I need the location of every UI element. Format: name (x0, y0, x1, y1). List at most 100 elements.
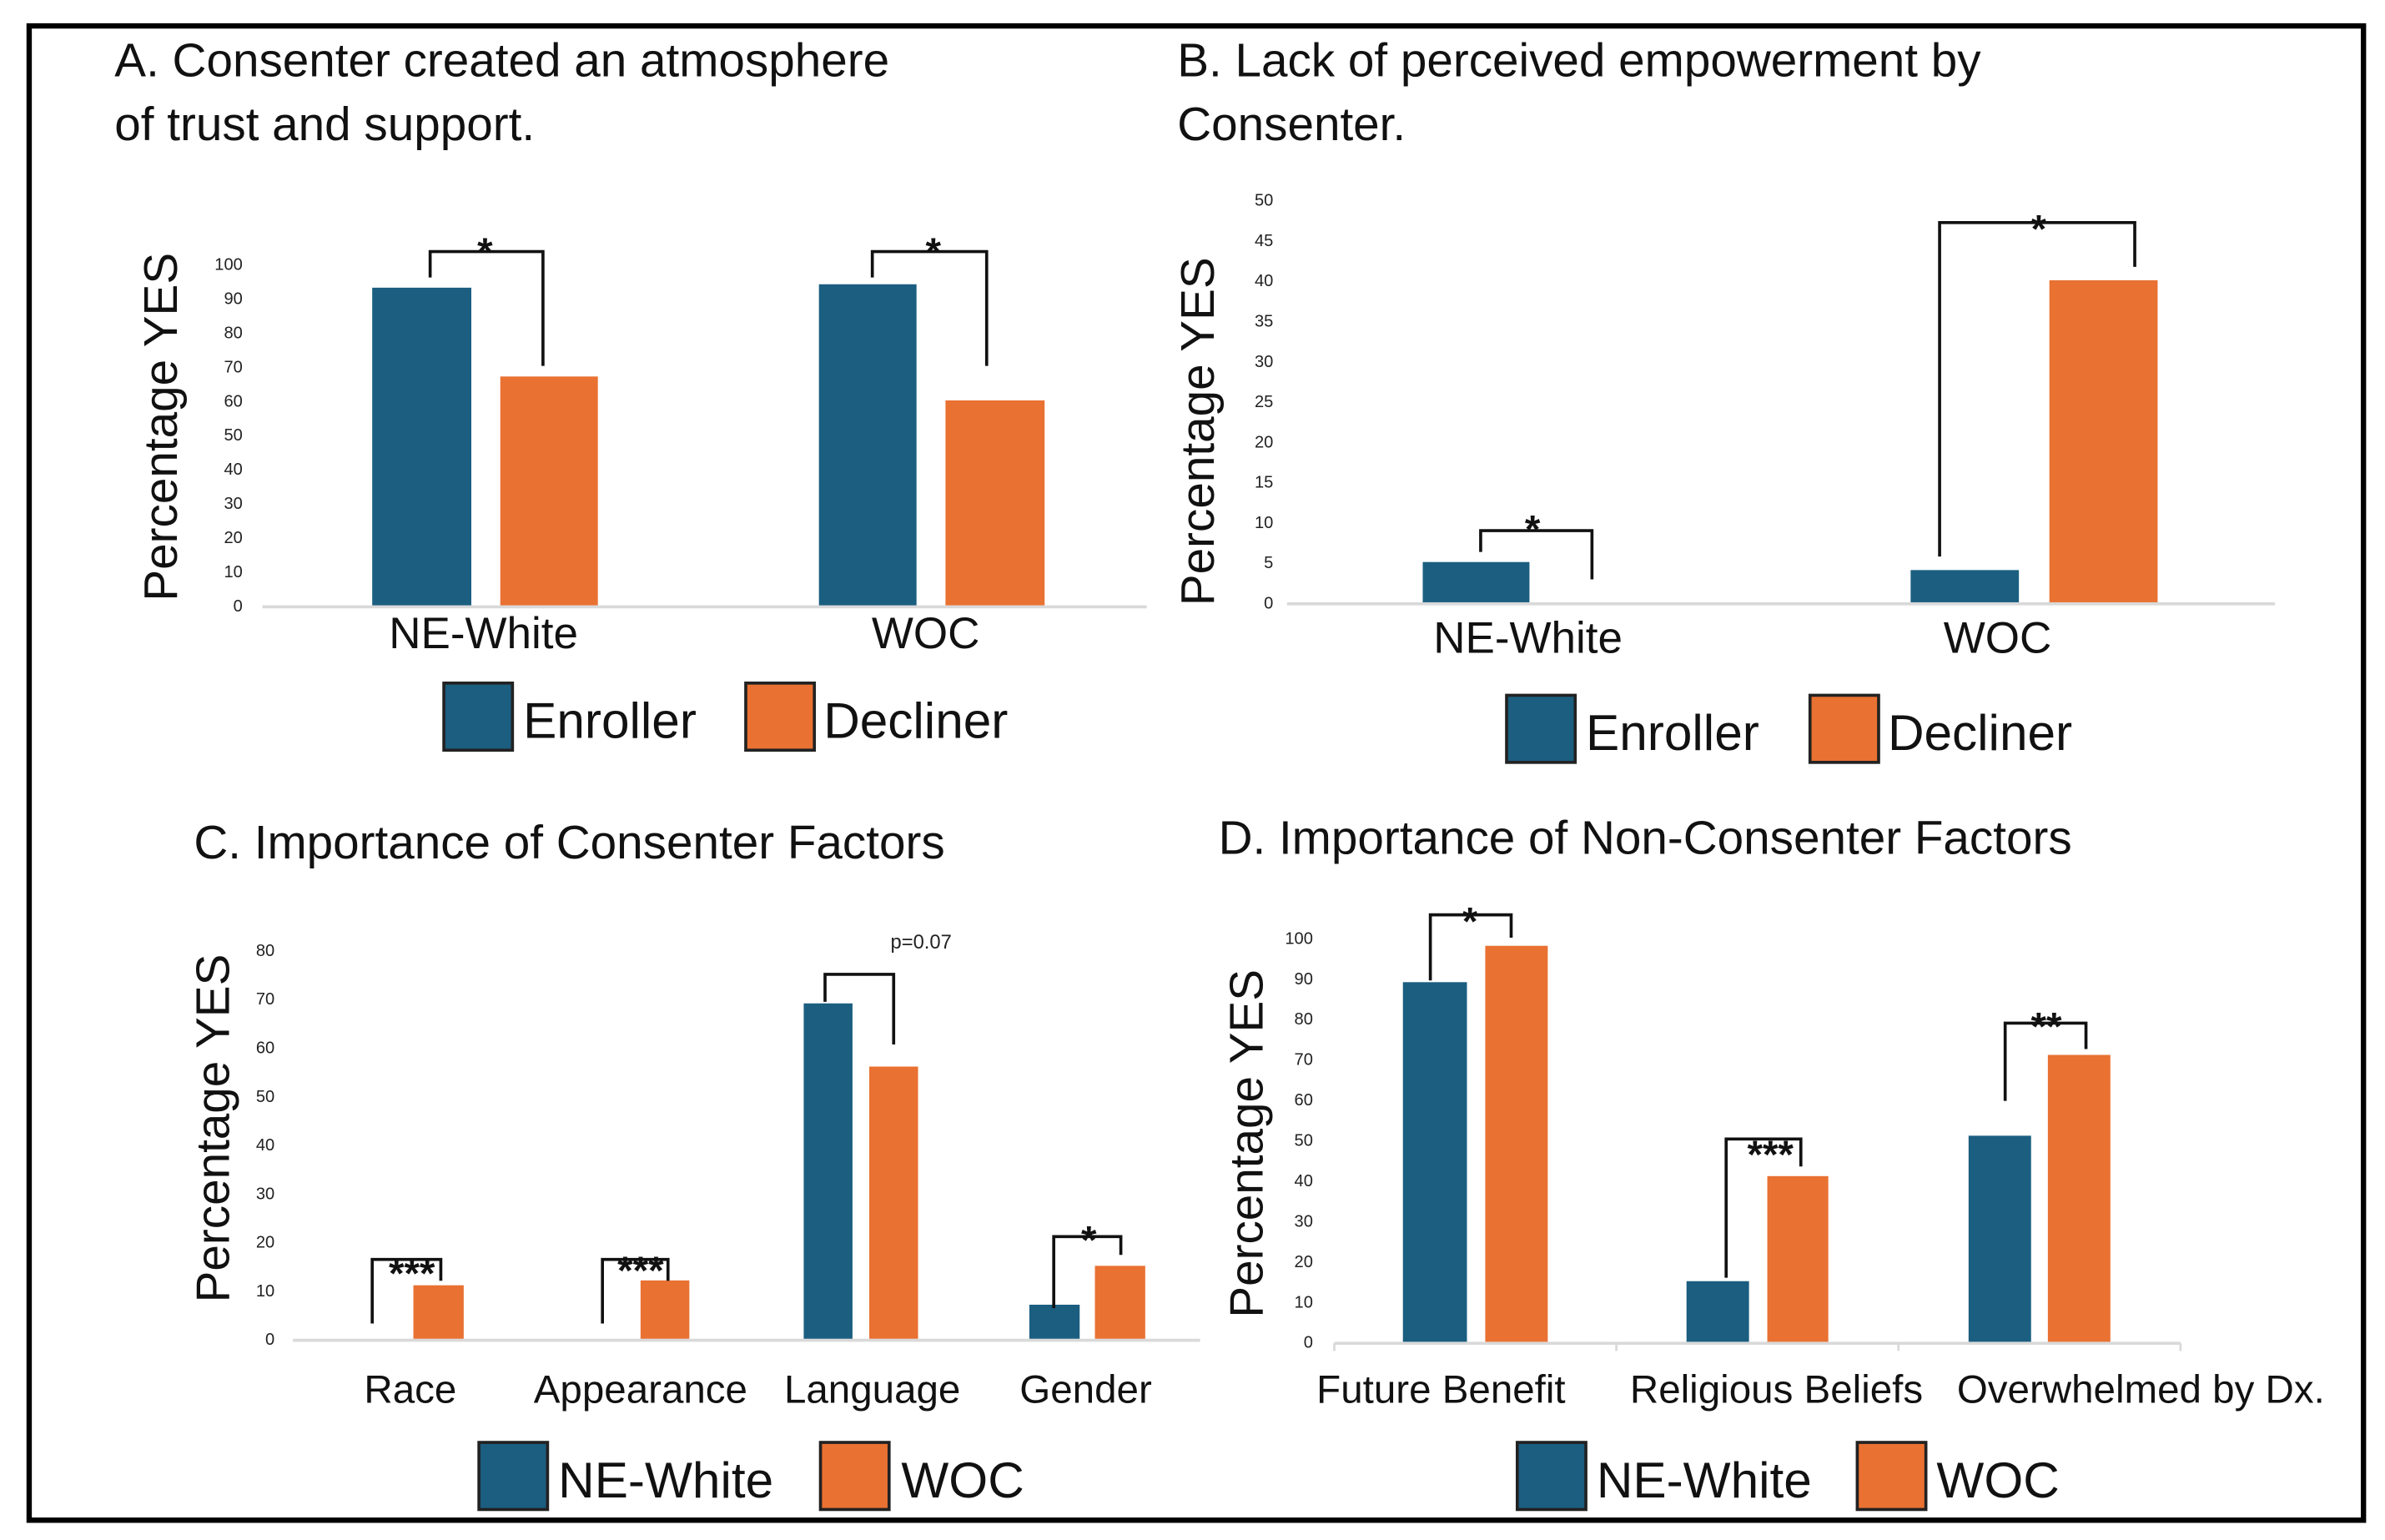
y-tick-label: 45 (1255, 232, 1273, 250)
y-axis-label: Percentage YES (1221, 969, 1274, 1318)
significance-bracket (1724, 1137, 1803, 1278)
y-tick-label: 60 (1295, 1091, 1313, 1110)
y-tick-label: 30 (224, 495, 242, 513)
x-category-label: Overwhelmed by Dx. (1957, 1368, 2325, 1412)
y-tick-label: 25 (1255, 393, 1273, 411)
legend-swatch-woc (818, 1441, 891, 1512)
legend-swatch-decliner (1808, 693, 1880, 764)
y-axis-label: Percentage YES (187, 954, 239, 1303)
significance-bracket (1479, 529, 1594, 580)
y-tick-label: 80 (256, 942, 274, 960)
legend-label: Enroller (1586, 704, 1759, 761)
bar-enroller-ne-white: Enroller NE-White: 93 (372, 287, 471, 606)
significance-label: * (1081, 1218, 1097, 1262)
significance-label: * (1462, 899, 1478, 944)
bar-woc-language: WOC Language: 56 (869, 1066, 918, 1339)
y-tick-label: 50 (1255, 192, 1273, 210)
bar-woc-religious-beliefs: WOC Religious Beliefs: 41 (1767, 1175, 1829, 1342)
significance-label: *** (617, 1249, 664, 1293)
y-tick-label: 70 (224, 358, 242, 376)
y-tick-label: 0 (1264, 594, 1273, 612)
legend-swatch-decliner (744, 681, 817, 752)
chart-title: Consenter. (1177, 98, 1406, 151)
x-category-label: Future Benefit (1316, 1368, 1565, 1412)
y-tick-label: 70 (1295, 1051, 1313, 1069)
bar-ne-white-language: NE-White Language: 69 (803, 1003, 853, 1339)
chart-title: B. Lack of perceived empowerment by (1177, 34, 1981, 87)
y-tick-label: 40 (1255, 272, 1273, 290)
significance-label: *** (389, 1252, 435, 1296)
significance-bracket (1938, 221, 2136, 557)
y-tick-label: 0 (265, 1331, 274, 1349)
y-tick-label: 40 (1295, 1172, 1313, 1190)
chart-title: D. Importance of Non-Consenter Factors (1219, 813, 2072, 865)
significance-bracket (370, 1257, 443, 1324)
bar-woc-race: WOC Race: 11 (413, 1285, 464, 1339)
significance-label: p=0.07 (891, 931, 952, 954)
significance-bracket (823, 973, 896, 1044)
legend-label: WOC (901, 1452, 1024, 1508)
legend-label: NE-White (558, 1452, 773, 1508)
y-tick-label: 10 (256, 1282, 274, 1301)
x-category-label: Gender (1019, 1368, 1152, 1412)
y-tick-label: 30 (1255, 353, 1273, 371)
x-category-label: WOC (872, 609, 980, 658)
legend-label: Decliner (1888, 704, 2072, 761)
y-tick-label: 40 (224, 460, 242, 479)
bar-ne-white-religious-beliefs: NE-White Religious Beliefs: 15 (1686, 1281, 1749, 1342)
y-axis-label: Percentage YES (135, 253, 188, 601)
y-tick-label: 40 (256, 1136, 274, 1155)
bar-enroller-ne-white: Enroller NE-White: 5 (1422, 561, 1530, 602)
significance-bracket (1052, 1235, 1123, 1309)
chart-title: C. Importance of Consenter Factors (194, 817, 944, 869)
x-category-label: NE-White (1433, 613, 1623, 662)
y-tick-label: 50 (256, 1088, 274, 1106)
x-category-label: Religious Beliefs (1630, 1368, 1923, 1412)
y-axis-label: Percentage YES (1172, 257, 1225, 606)
y-tick-label: 60 (224, 392, 242, 410)
y-tick-label: 5 (1264, 554, 1273, 572)
y-tick-label: 20 (256, 1234, 274, 1252)
y-tick-label: 15 (1255, 474, 1273, 492)
y-tick-label: 20 (1255, 433, 1273, 451)
y-tick-label: 100 (214, 256, 243, 274)
bar-decliner-ne-white: Decliner NE-White: 67 (500, 376, 598, 606)
y-tick-label: 30 (256, 1185, 274, 1203)
significance-label: ** (2031, 1005, 2062, 1049)
bar-woc-overwhelmed-by-dx: WOC Overwhelmed by Dx.: 71 (2047, 1054, 2111, 1342)
y-tick-label: 0 (1304, 1334, 1313, 1352)
x-category-label: NE-White (389, 609, 578, 658)
panel-C: C. Importance of Consenter Factors Percen… (187, 817, 1200, 1512)
y-tick-label: 10 (1255, 514, 1273, 532)
bar-woc-gender: WOC Gender: 15 (1094, 1266, 1145, 1339)
legend-swatch-woc (1855, 1441, 1928, 1512)
y-tick-label: 20 (1295, 1253, 1313, 1271)
legend-label: WOC (1936, 1452, 2059, 1508)
significance-label: *** (1747, 1133, 1794, 1177)
significance-bracket (1428, 913, 1513, 981)
bar-decliner-woc: Decliner WOC: 40 (2049, 279, 2158, 602)
y-tick-label: 100 (1285, 929, 1313, 948)
panel-A: A. Consenter created an atmosphere of tru… (114, 34, 1147, 752)
bar-enroller-woc: Enroller WOC: 4 (1910, 570, 2020, 602)
legend-swatch-ne-white (477, 1441, 550, 1512)
panel-B: B. Lack of perceived empowerment by Conse… (1172, 34, 2276, 764)
y-tick-label: 20 (224, 529, 242, 547)
y-tick-label: 10 (224, 563, 242, 581)
bar-woc-appearance: WOC Appearance: 12 (640, 1280, 690, 1339)
y-tick-label: 90 (224, 289, 242, 308)
significance-bracket (870, 249, 989, 366)
legend-label: Decliner (823, 692, 1008, 749)
y-tick-label: 90 (1295, 970, 1313, 989)
bar-woc-future-benefit: WOC Future Benefit: 98 (1485, 945, 1548, 1342)
y-tick-label: 50 (1295, 1132, 1313, 1150)
bar-ne-white-future-benefit: NE-White Future Benefit: 89 (1402, 982, 1467, 1342)
y-tick-label: 80 (1295, 1010, 1313, 1029)
bar-decliner-woc: Decliner WOC: 60 (945, 400, 1045, 606)
significance-bracket (428, 249, 545, 366)
legend-label: Enroller (523, 692, 697, 749)
significance-label: * (1525, 508, 1541, 552)
significance-bracket (601, 1257, 670, 1324)
y-tick-label: 10 (1295, 1293, 1313, 1311)
